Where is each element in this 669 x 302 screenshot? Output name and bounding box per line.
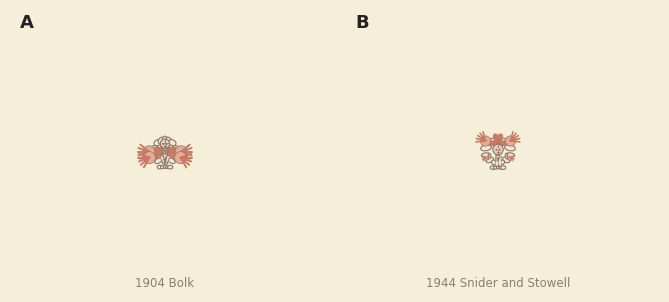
Ellipse shape (495, 137, 501, 143)
Ellipse shape (494, 166, 497, 169)
Circle shape (506, 154, 508, 155)
Circle shape (166, 144, 167, 145)
Ellipse shape (162, 150, 168, 153)
Ellipse shape (488, 156, 490, 159)
Ellipse shape (496, 138, 500, 141)
Ellipse shape (505, 153, 514, 158)
Circle shape (496, 149, 497, 151)
Circle shape (508, 156, 512, 160)
Text: 1904 Bolk: 1904 Bolk (135, 277, 195, 290)
Ellipse shape (494, 159, 502, 164)
Circle shape (175, 146, 187, 158)
Circle shape (505, 136, 516, 146)
Ellipse shape (505, 156, 508, 159)
Ellipse shape (162, 149, 169, 151)
Circle shape (488, 153, 491, 156)
Ellipse shape (480, 145, 492, 151)
Text: A: A (20, 14, 34, 32)
Polygon shape (494, 139, 501, 165)
Ellipse shape (159, 137, 165, 144)
Ellipse shape (151, 153, 159, 159)
Ellipse shape (171, 146, 181, 151)
Ellipse shape (168, 165, 173, 169)
Circle shape (143, 152, 155, 164)
Ellipse shape (496, 166, 500, 169)
Ellipse shape (160, 140, 170, 163)
Ellipse shape (155, 158, 162, 164)
Ellipse shape (163, 139, 167, 142)
Circle shape (480, 136, 490, 146)
Text: 1944 Snider and Stowell: 1944 Snider and Stowell (425, 277, 570, 290)
Circle shape (484, 156, 488, 160)
Ellipse shape (496, 143, 500, 146)
Circle shape (499, 149, 500, 151)
Ellipse shape (502, 157, 510, 163)
Ellipse shape (500, 160, 504, 165)
Circle shape (493, 144, 503, 155)
Ellipse shape (169, 158, 175, 164)
Text: B: B (355, 14, 369, 32)
Ellipse shape (496, 155, 500, 159)
Ellipse shape (154, 140, 161, 146)
Ellipse shape (489, 138, 496, 145)
Circle shape (143, 146, 155, 158)
Ellipse shape (169, 140, 176, 146)
Ellipse shape (490, 166, 496, 169)
Ellipse shape (482, 153, 490, 158)
Ellipse shape (163, 152, 168, 154)
Ellipse shape (150, 146, 159, 151)
Ellipse shape (171, 153, 179, 159)
Ellipse shape (500, 138, 507, 145)
Ellipse shape (162, 161, 168, 165)
Ellipse shape (499, 166, 502, 169)
Polygon shape (163, 154, 168, 159)
Ellipse shape (500, 166, 506, 169)
Circle shape (505, 153, 508, 156)
Ellipse shape (157, 165, 163, 169)
Ellipse shape (161, 166, 164, 169)
Ellipse shape (166, 166, 169, 169)
Circle shape (161, 139, 170, 148)
Ellipse shape (165, 137, 172, 144)
Ellipse shape (163, 166, 167, 169)
Circle shape (163, 144, 164, 145)
Ellipse shape (492, 160, 496, 165)
Ellipse shape (504, 145, 515, 151)
Ellipse shape (163, 136, 168, 143)
Circle shape (488, 154, 489, 155)
Ellipse shape (486, 157, 493, 163)
Circle shape (175, 152, 187, 164)
Polygon shape (164, 159, 166, 164)
